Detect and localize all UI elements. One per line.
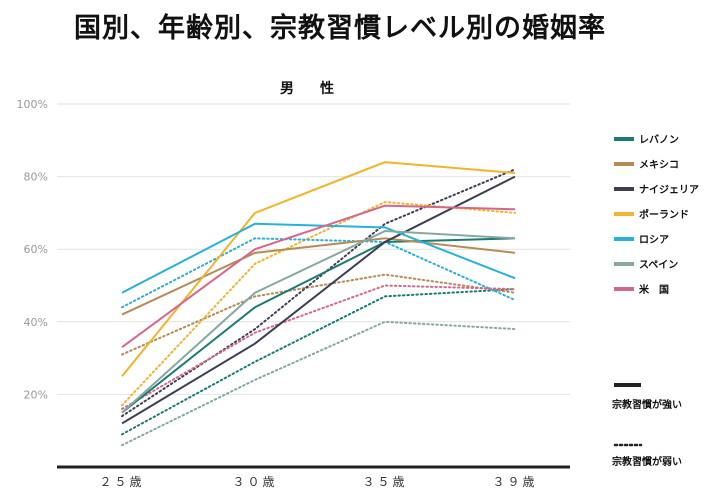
- series-line-strong-3: [121, 161, 516, 377]
- series-line-strong-4: [121, 222, 516, 294]
- legend-label: メキシコ: [639, 159, 679, 171]
- series-line-strong-2: [121, 175, 516, 425]
- page-title: 国別、年齢別、宗教習慣レベル別の婚姻率: [74, 13, 606, 44]
- series-line-strong-1: [121, 237, 516, 316]
- series-line-weak-1: [121, 273, 516, 356]
- legend-swatch: [614, 162, 634, 166]
- x-tick-label: ３５歳: [362, 475, 407, 489]
- legend-swatch: [614, 137, 634, 141]
- x-tick-label: ２５歳: [99, 475, 144, 489]
- series-line-strong-6: [121, 204, 516, 349]
- y-tick-label: 60%: [24, 243, 48, 256]
- weak-practice-label: 宗教習慣が弱い: [612, 455, 682, 468]
- y-tick-label: 40%: [24, 316, 48, 329]
- legend-swatch: [614, 287, 634, 291]
- strong-practice-label: 宗教習慣が強い: [612, 398, 682, 411]
- legend-swatch: [614, 262, 634, 266]
- legend-label: 米 国: [639, 283, 669, 296]
- y-tick-label: 80%: [24, 171, 48, 184]
- legend-swatch: [614, 237, 634, 241]
- series-line-strong-5: [121, 230, 516, 414]
- series-lines: [121, 161, 516, 447]
- legend-label: ナイジェリア: [639, 184, 699, 196]
- legend-label: スペイン: [639, 259, 678, 271]
- x-tick-label: ３９歳: [492, 475, 537, 489]
- series-line-weak-4: [121, 237, 516, 309]
- legend-label: ポーランド: [639, 208, 689, 221]
- legend-label: ロシア: [639, 234, 669, 246]
- gridlines: [57, 103, 570, 395]
- y-axis-ticks: 20% 40% 60% 80% 100%: [17, 98, 48, 401]
- x-axis-ticks: ２５歳 ３０歳 ３５歳 ３９歳: [99, 475, 537, 489]
- x-tick-label: ３０歳: [232, 475, 277, 489]
- legend-label: レバノン: [639, 134, 679, 146]
- legend-swatch: [614, 187, 634, 191]
- series-line-weak-6: [121, 284, 516, 410]
- series-line-weak-2: [121, 168, 516, 418]
- series-line-weak-5: [121, 320, 516, 447]
- legend-swatch: [614, 212, 634, 216]
- y-tick-label: 20%: [24, 388, 48, 401]
- series-line-weak-0: [121, 288, 516, 436]
- series-line-strong-0: [121, 237, 516, 414]
- y-tick-label: 100%: [17, 98, 48, 111]
- chart-subtitle: 男 性: [280, 80, 340, 97]
- series-line-weak-3: [121, 200, 516, 407]
